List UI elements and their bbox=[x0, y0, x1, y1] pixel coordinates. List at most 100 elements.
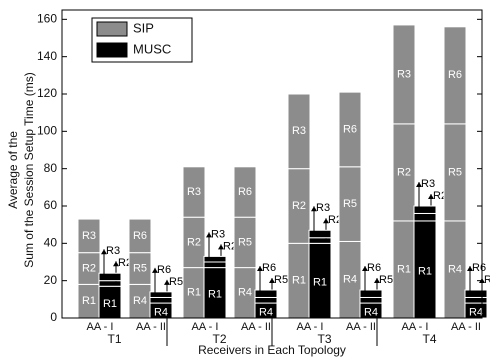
segment-label: R2 bbox=[82, 262, 96, 274]
arrow-head bbox=[374, 278, 380, 283]
segment-label: R5 bbox=[379, 274, 393, 286]
segment-label: R1 bbox=[187, 287, 201, 299]
segment-label: R1 bbox=[208, 289, 222, 301]
segment-label: R6 bbox=[238, 186, 252, 198]
arrow-head bbox=[113, 261, 119, 267]
arrow-head bbox=[428, 194, 434, 199]
musc-segment bbox=[203, 255, 227, 263]
segment-label: R5 bbox=[133, 262, 147, 274]
y-tick-label: 140 bbox=[37, 49, 57, 63]
legend-label: SIP bbox=[133, 20, 154, 35]
segment-label: R4 bbox=[448, 263, 462, 275]
sip-segment bbox=[392, 24, 416, 125]
y-tick-label: 0 bbox=[50, 310, 57, 324]
musc-segment bbox=[464, 289, 488, 298]
arrow-head bbox=[152, 267, 158, 273]
segment-label: R3 bbox=[316, 202, 330, 214]
y-axis-title: Average of the bbox=[6, 131, 20, 209]
segment-label: R1 bbox=[313, 277, 327, 289]
segment-label: R2 bbox=[397, 166, 411, 178]
arrow-head bbox=[164, 279, 170, 285]
x-tick-label: AA - I bbox=[402, 321, 429, 333]
segment-label: R4 bbox=[364, 306, 378, 318]
y-tick-label: 100 bbox=[37, 124, 57, 138]
legend-label: MUSC bbox=[133, 41, 171, 56]
segment-label: R6 bbox=[157, 264, 171, 276]
arrow-head bbox=[206, 232, 212, 238]
y-tick-label: 80 bbox=[44, 161, 58, 175]
x-tick-label: AA - II bbox=[241, 321, 271, 333]
segment-label: R1 bbox=[292, 275, 306, 287]
arrow-head bbox=[101, 249, 107, 255]
segment-label: R4 bbox=[154, 306, 168, 318]
sip-segment bbox=[77, 218, 101, 254]
musc-segment bbox=[98, 280, 122, 287]
segment-label: R2 bbox=[187, 236, 201, 248]
arrow-head bbox=[416, 182, 422, 187]
musc-segment bbox=[254, 296, 278, 304]
x-axis-title: Receivers in Each Topology bbox=[198, 343, 346, 357]
sip-segment bbox=[287, 93, 311, 170]
arrow-head bbox=[362, 266, 368, 271]
musc-segment bbox=[254, 289, 278, 298]
segment-label: R5 bbox=[448, 166, 462, 178]
segment-label: R6 bbox=[262, 262, 276, 274]
segment-label: R3 bbox=[82, 230, 96, 242]
x-tick-label: AA - II bbox=[451, 321, 481, 333]
arrow-head bbox=[269, 278, 275, 283]
segment-label: R6 bbox=[343, 123, 357, 135]
sip-segment bbox=[443, 26, 467, 125]
segment-label: R1 bbox=[103, 298, 117, 310]
sip-segment bbox=[128, 218, 152, 254]
segment-label: R3 bbox=[397, 68, 411, 80]
group-label: T3 bbox=[317, 332, 331, 346]
segment-label: R4 bbox=[343, 274, 357, 286]
segment-label: R1 bbox=[418, 265, 432, 277]
group-label: T1 bbox=[107, 332, 121, 346]
y-tick-label: 40 bbox=[44, 236, 58, 250]
y-tick-label: 120 bbox=[37, 86, 57, 100]
group-label: T2 bbox=[212, 332, 226, 346]
plot-frame bbox=[61, 9, 483, 319]
musc-segment bbox=[149, 296, 173, 304]
sip-segment bbox=[338, 91, 362, 168]
arrow-head bbox=[218, 244, 224, 250]
musc-segment bbox=[464, 296, 488, 304]
musc-segment bbox=[98, 272, 122, 282]
segment-label: R3 bbox=[292, 125, 306, 137]
segment-label: R5 bbox=[484, 274, 490, 286]
legend-swatch bbox=[96, 21, 128, 37]
sip-segment bbox=[233, 166, 257, 218]
segment-label: R3 bbox=[211, 228, 225, 240]
segment-label: R6 bbox=[472, 262, 486, 274]
segment-label: R4 bbox=[469, 306, 483, 318]
y-tick-label: 20 bbox=[44, 273, 58, 287]
musc-segment bbox=[413, 212, 437, 222]
y-tick-label: 160 bbox=[37, 12, 57, 26]
segment-label: R4 bbox=[133, 295, 147, 307]
segment-label: R6 bbox=[448, 69, 462, 81]
segment-label: R4 bbox=[259, 306, 273, 318]
segment-label: R5 bbox=[274, 274, 288, 286]
x-tick-label: AA - I bbox=[192, 321, 219, 333]
segment-label: R2 bbox=[292, 200, 306, 212]
group-label: T4 bbox=[422, 332, 436, 346]
arrow-head bbox=[311, 206, 317, 212]
segment-label: R3 bbox=[421, 178, 435, 190]
segment-label: R5 bbox=[169, 276, 183, 288]
segment-label: R3 bbox=[106, 245, 120, 257]
segment-label: R1 bbox=[397, 263, 411, 275]
x-tick-label: AA - II bbox=[346, 321, 376, 333]
segment-label: R5 bbox=[343, 198, 357, 210]
musc-segment bbox=[308, 237, 332, 244]
x-tick-label: AA - II bbox=[136, 321, 166, 333]
musc-segment bbox=[149, 291, 173, 298]
x-tick-label: AA - I bbox=[297, 321, 324, 333]
segment-label: R6 bbox=[367, 262, 381, 274]
musc-segment bbox=[359, 296, 383, 304]
segment-label: R4 bbox=[238, 287, 252, 299]
segment-label: R1 bbox=[82, 295, 96, 307]
x-tick-label: AA - I bbox=[87, 321, 114, 333]
y-tick-label: 60 bbox=[44, 198, 58, 212]
